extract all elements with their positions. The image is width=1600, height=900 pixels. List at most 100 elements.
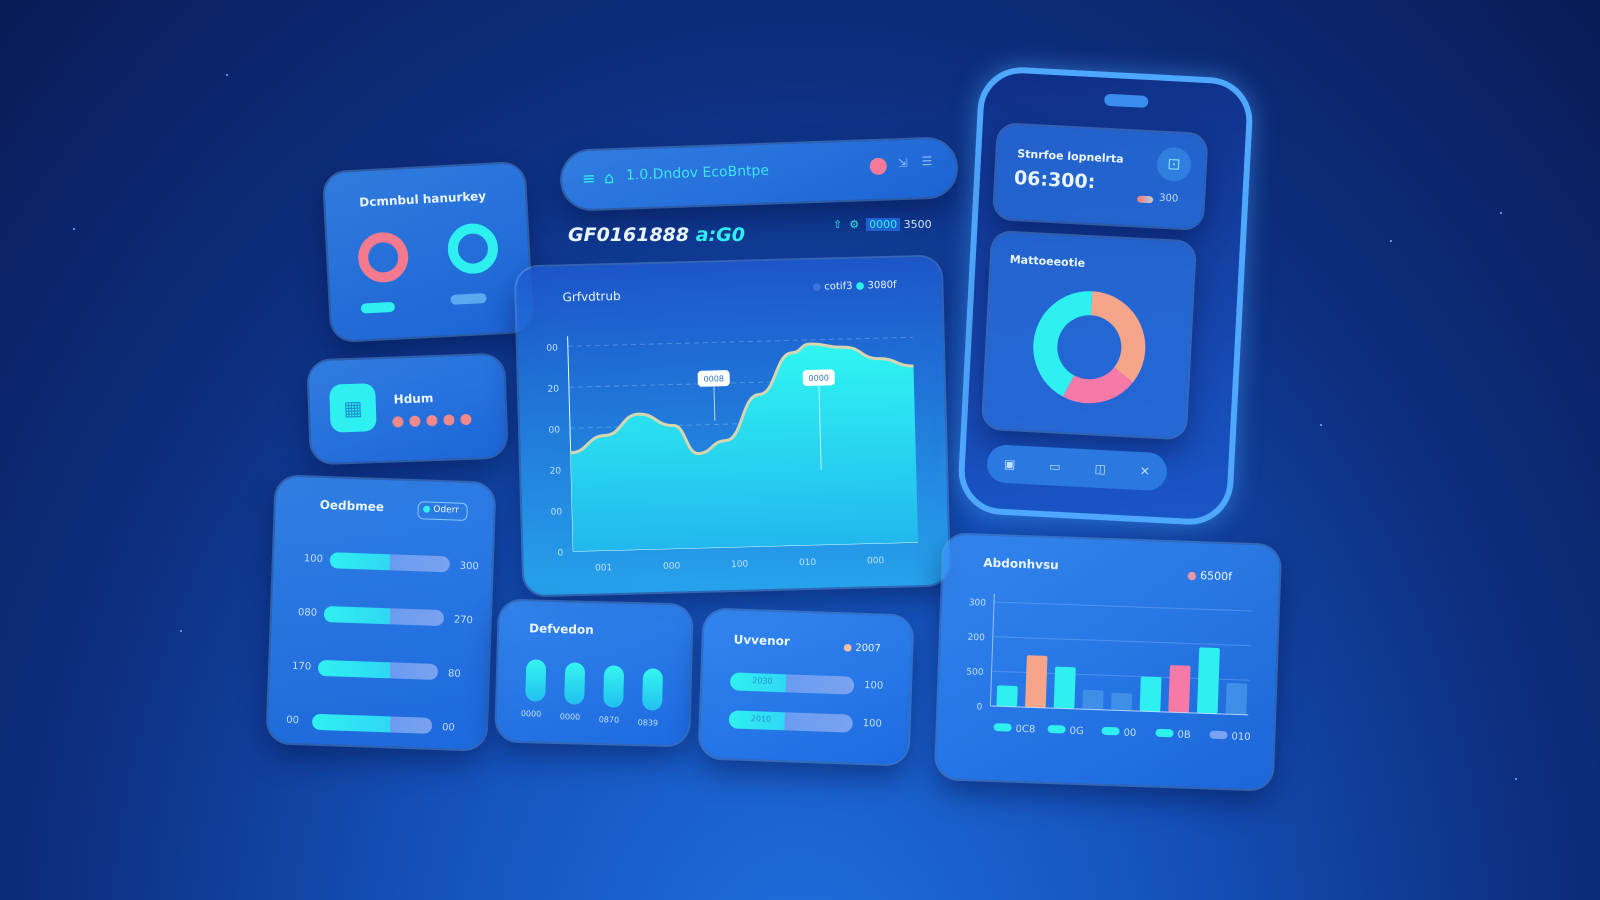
card-title: Defvedon <box>528 621 594 637</box>
x-tick-label: 00 <box>1123 728 1136 739</box>
heading-value: a:G0 <box>695 224 745 246</box>
usage-bar[interactable]: 2010 <box>728 710 854 733</box>
annotation-label: 0008 <box>703 374 724 384</box>
phone-frame: Stnrfoe lopnelrta 06:300: ⊡ 300 Mattoeeo… <box>956 65 1255 527</box>
annotation-label: 0000 <box>808 373 829 383</box>
pills-card: Defvedon 0000 0000 0870 0839 <box>496 600 692 746</box>
list-icon[interactable]: ☰ <box>921 153 933 169</box>
menu-icon[interactable]: ≡ <box>581 168 596 189</box>
heading-meta: 3500 <box>903 218 932 231</box>
y-tick-label: 0 <box>976 702 982 712</box>
progress-pill <box>360 301 396 314</box>
row-left-label: 080 <box>297 607 318 619</box>
settings-icon[interactable]: ⚙ <box>849 218 860 231</box>
y-tick-label: 0 <box>557 548 563 558</box>
y-tick-label: 20 <box>547 385 559 395</box>
vertical-pill <box>564 662 586 705</box>
progress-bar[interactable] <box>329 552 451 573</box>
camera-icon[interactable]: ◫ <box>1094 461 1107 477</box>
star <box>1320 424 1322 426</box>
row-right-label: 80 <box>447 668 461 680</box>
bar <box>1025 655 1048 708</box>
annotation-pointer <box>818 385 822 470</box>
record-dot[interactable] <box>869 157 888 176</box>
pie-card: Mattoeeotie <box>982 232 1195 439</box>
progress-list-card: Oedbmee ● Oderr 100 300 080 270 170 80 00 00 <box>267 476 495 750</box>
bar <box>1053 666 1076 709</box>
filter-chip[interactable]: ● Oderr <box>417 501 468 521</box>
x-tick-swatch <box>1209 730 1228 740</box>
calendar-icon[interactable]: ▦ <box>329 383 377 433</box>
vertical-pill <box>525 659 547 702</box>
row-left-label: 100 <box>303 553 324 565</box>
usage-legend: ● 2007 <box>843 642 881 655</box>
toggle[interactable] <box>1136 195 1154 204</box>
card-title: Stnrfoe lopnelrta <box>1016 147 1124 166</box>
x-tick-label: 000 <box>867 556 885 566</box>
time-value: 06:300: <box>1013 167 1096 194</box>
gridline <box>567 336 913 347</box>
card-title: Hdum <box>393 391 434 407</box>
donut-slice <box>1090 291 1146 383</box>
donut-slice <box>1033 291 1093 397</box>
y-tick-label: 20 <box>550 466 562 476</box>
y-tick-label: 300 <box>969 598 987 609</box>
pill-label: 0000 <box>520 709 542 719</box>
usage-bar[interactable]: 2030 <box>729 672 855 695</box>
donut-chart <box>1033 291 1146 404</box>
x-tick-label: 001 <box>595 563 612 573</box>
top-search-bar[interactable]: ≡ ⌂ 1.0.Dndov EcoBntpe ⇲ ☰ <box>561 138 957 210</box>
bar <box>1139 676 1162 712</box>
progress-bar[interactable] <box>311 713 433 734</box>
pill-label: 0000 <box>559 712 581 722</box>
phone-nav: ▣ ▭ ◫ ✕ <box>986 444 1168 492</box>
bar <box>1082 689 1104 710</box>
row-left-label: 170 <box>291 660 312 673</box>
lock-icon[interactable]: ⊡ <box>1156 146 1192 183</box>
card-title: Oedbmee <box>319 497 385 515</box>
usage-bar-label: 2010 <box>750 714 772 724</box>
area-fill <box>570 344 919 552</box>
usage-bar-label: 2030 <box>752 676 773 686</box>
bar-chart: 300 200 500 0 0C8 0G 00 0B 010 <box>966 593 1252 743</box>
star <box>1390 240 1392 242</box>
vertical-pill <box>642 668 664 711</box>
vertical-pill <box>603 665 625 708</box>
close-icon[interactable]: ✕ <box>1139 464 1151 479</box>
progress-pill <box>450 293 487 305</box>
bar-title: 1.0.Dndov EcoBntpe <box>625 162 770 184</box>
bar <box>996 685 1018 707</box>
row-right-label: 00 <box>441 722 455 734</box>
usage-value: 100 <box>862 718 883 730</box>
x-tick-label: 010 <box>1231 731 1250 743</box>
image-icon[interactable]: ▣ <box>1003 456 1016 472</box>
progress-bar[interactable] <box>323 606 445 627</box>
annotation-pointer <box>713 386 716 421</box>
home-icon[interactable]: ⌂ <box>603 168 615 188</box>
toggle-label: 300 <box>1158 192 1179 205</box>
window-icon[interactable]: ▭ <box>1048 459 1062 474</box>
x-tick-swatch <box>993 723 1012 732</box>
dot-row <box>392 410 478 432</box>
y-axis <box>989 593 995 706</box>
x-tick-swatch <box>1155 728 1174 738</box>
card-title: Uvvenor <box>733 632 791 649</box>
bar <box>1197 647 1220 714</box>
arrow-up-icon[interactable]: ⇧ <box>833 218 843 231</box>
donut-slice <box>1062 366 1133 404</box>
time-card: Stnrfoe lopnelrta 06:300: ⊡ 300 <box>993 124 1207 229</box>
pill-label: 0839 <box>637 718 659 728</box>
x-tick-label: 010 <box>799 558 817 568</box>
donut-card: Dcmnbul hanurkey <box>323 162 533 342</box>
progress-bar[interactable] <box>317 659 439 681</box>
row-left-label: 00 <box>286 714 300 727</box>
share-icon[interactable]: ⇲ <box>897 155 909 171</box>
heading-tools: ⇧ ⚙ 0000 3500 <box>833 218 932 231</box>
star <box>1515 778 1517 780</box>
usage-value: 100 <box>863 680 884 692</box>
bar-chart-card: Abdonhvsu ● 6500f 300 200 500 0 0C8 0G 00 0B 010 <box>935 534 1281 790</box>
pink-ring <box>356 231 410 284</box>
gridline <box>994 601 1252 612</box>
y-tick-label: 00 <box>548 426 560 436</box>
